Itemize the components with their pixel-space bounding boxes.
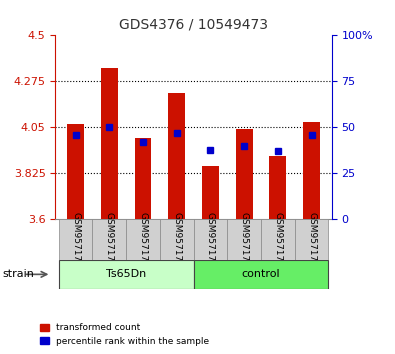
- Text: GSM957176: GSM957176: [206, 212, 215, 267]
- Bar: [227, 219, 261, 260]
- Bar: [261, 219, 295, 260]
- Bar: [101, 68, 118, 219]
- Bar: [236, 130, 252, 219]
- Text: GSM957174: GSM957174: [139, 212, 147, 267]
- Bar: [269, 156, 286, 219]
- Bar: [135, 138, 151, 219]
- Bar: [160, 219, 194, 260]
- Bar: [59, 219, 92, 260]
- Text: strain: strain: [2, 269, 34, 279]
- Bar: [303, 122, 320, 219]
- Text: GSM957179: GSM957179: [307, 212, 316, 267]
- Bar: [168, 93, 185, 219]
- Bar: [67, 124, 84, 219]
- Bar: [295, 219, 328, 260]
- Text: GSM957177: GSM957177: [240, 212, 248, 267]
- Text: control: control: [242, 269, 280, 279]
- Text: GSM957173: GSM957173: [105, 212, 114, 267]
- Bar: [194, 219, 227, 260]
- Text: GSM957175: GSM957175: [172, 212, 181, 267]
- Bar: [126, 219, 160, 260]
- Title: GDS4376 / 10549473: GDS4376 / 10549473: [119, 17, 268, 32]
- Legend: transformed count, percentile rank within the sample: transformed count, percentile rank withi…: [36, 320, 213, 349]
- Bar: [92, 219, 126, 260]
- Bar: [202, 166, 219, 219]
- Text: Ts65Dn: Ts65Dn: [106, 269, 146, 279]
- Bar: [194, 260, 328, 289]
- Text: GSM957172: GSM957172: [71, 212, 80, 267]
- Text: GSM957178: GSM957178: [273, 212, 282, 267]
- Bar: [59, 260, 194, 289]
